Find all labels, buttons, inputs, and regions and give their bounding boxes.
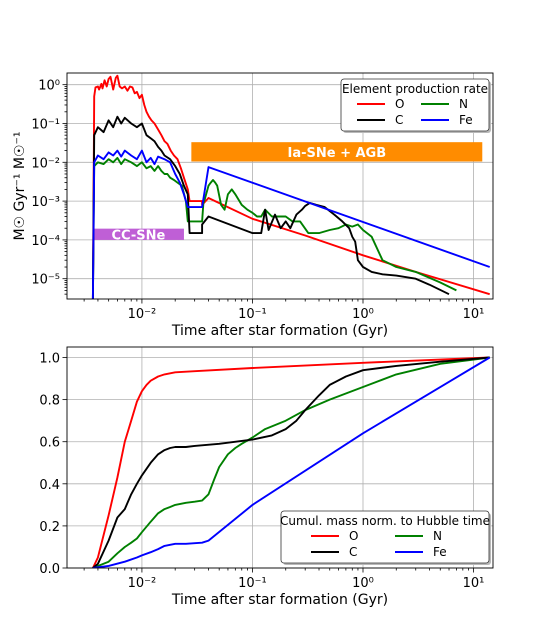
legend-title: Element production rate [342, 82, 488, 96]
annotation-band [191, 142, 483, 162]
series-group [91, 74, 491, 299]
plot-frame [66, 72, 494, 300]
legend-title: Cumul. mass norm. to Hubble time [280, 514, 490, 528]
y-tick-label: 10⁻³ [31, 195, 60, 210]
y-tick-label: 10⁻⁵ [31, 273, 60, 288]
x-tick-label: 10⁻² [128, 576, 157, 591]
legend-label-o: O [395, 97, 404, 111]
x-tick-label: 10⁰ [352, 307, 374, 322]
series-line-c [91, 115, 450, 299]
x-tick-label: 10⁻² [128, 307, 157, 322]
legend-label-fe: Fe [433, 545, 447, 559]
legend-label-n: N [459, 97, 468, 111]
x-tick-label: 10¹ [463, 307, 485, 322]
plot-frame [66, 346, 494, 569]
annotation-band [92, 228, 184, 240]
x-axis-label: Time after star formation (Gyr) [171, 323, 388, 339]
series-line-n [91, 156, 457, 299]
y-axis-label: M☉ Gyr⁻¹ M☉⁻¹ [12, 131, 28, 240]
legend-box [340, 78, 490, 132]
legend-label-c: C [349, 545, 357, 559]
x-tick-label: 10¹ [463, 576, 485, 591]
x-tick-label: 10⁰ [352, 576, 374, 591]
y-tick-label: 1.0 [39, 352, 60, 367]
chart-panel-2: 10⁻² 10⁻¹ 10⁰ 10¹ 0.0 0.2 0.4 0.6 0.8 1.0 Time aft… [39, 346, 494, 608]
y-tick-label: 0.6 [39, 436, 60, 451]
y-tick-label: 10⁻⁴ [31, 234, 60, 249]
series-line-n [92, 356, 490, 568]
y-tick-label: 10⁻² [31, 156, 60, 171]
series-line-fe [91, 149, 491, 299]
legend-label-c: C [395, 113, 403, 127]
legend-label-n: N [433, 529, 442, 543]
annotation-label: CC-SNe [111, 228, 165, 243]
x-tick-label: 10⁻¹ [238, 576, 267, 591]
annotation-label: Ia-SNe + AGB [287, 146, 386, 161]
x-tick-label: 10⁻¹ [238, 307, 267, 322]
y-tick-label: 10⁻¹ [31, 117, 60, 132]
legend-label-o: O [349, 529, 358, 543]
x-axis-label: Time after star formation (Gyr) [171, 592, 388, 608]
series-line-o [92, 356, 490, 568]
y-tick-label: 0.4 [39, 478, 60, 493]
legend-label-fe: Fe [459, 113, 473, 127]
series-line-fe [92, 356, 491, 568]
chart-panel-1: 10⁻² 10⁻¹ 10⁰ 10¹ 10⁻⁵ 10⁻⁴ 10⁻³ 10⁻² 10⁻¹ 10⁰ CC-… [12, 72, 494, 339]
series-line-o [91, 74, 490, 299]
series-group [92, 356, 491, 568]
series-line-c [92, 356, 490, 568]
y-tick-label: 0.2 [39, 520, 60, 535]
y-tick-label: 0.8 [39, 394, 60, 409]
legend-box [280, 510, 490, 564]
y-tick-label: 10⁰ [38, 79, 60, 94]
y-tick-label: 0.0 [39, 562, 60, 577]
